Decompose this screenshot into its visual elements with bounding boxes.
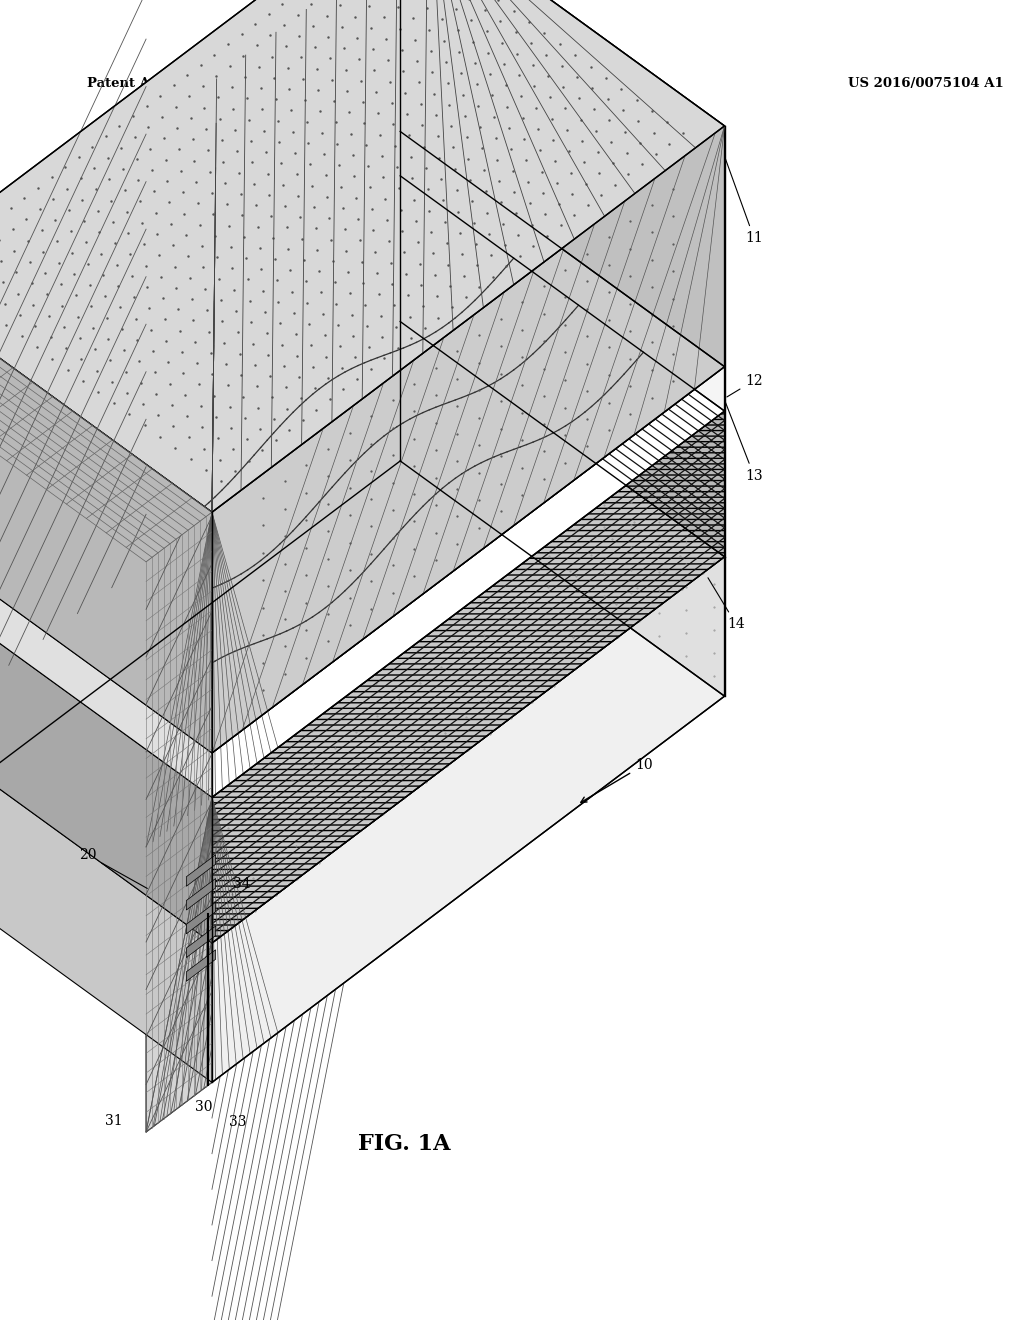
Text: 10: 10 <box>581 758 652 803</box>
Polygon shape <box>0 523 212 942</box>
Text: US 2016/0075104 A1: US 2016/0075104 A1 <box>848 77 1004 90</box>
Text: 13: 13 <box>726 403 763 483</box>
Polygon shape <box>400 0 725 367</box>
Polygon shape <box>146 512 212 803</box>
Polygon shape <box>146 752 212 847</box>
Polygon shape <box>212 367 725 797</box>
Polygon shape <box>0 238 212 752</box>
Polygon shape <box>0 668 212 1082</box>
Text: 34: 34 <box>232 876 250 891</box>
Text: 31: 31 <box>105 1114 123 1127</box>
Text: 33: 33 <box>229 1115 247 1129</box>
Text: 12: 12 <box>727 374 763 397</box>
Text: 11: 11 <box>725 158 763 246</box>
Polygon shape <box>186 950 216 981</box>
Text: Patent Application Publication: Patent Application Publication <box>87 77 313 90</box>
Polygon shape <box>0 322 725 942</box>
Polygon shape <box>400 132 725 411</box>
Polygon shape <box>186 879 216 909</box>
Text: Mar. 17, 2016  Sheet 1 of 13: Mar. 17, 2016 Sheet 1 of 13 <box>261 77 471 90</box>
Polygon shape <box>146 942 212 1133</box>
Polygon shape <box>0 238 212 562</box>
Polygon shape <box>212 557 725 1082</box>
Text: 20: 20 <box>79 849 147 888</box>
Polygon shape <box>0 0 725 512</box>
Polygon shape <box>186 903 216 933</box>
Polygon shape <box>0 132 725 752</box>
Polygon shape <box>212 125 725 752</box>
Polygon shape <box>0 479 212 797</box>
Polygon shape <box>400 322 725 696</box>
Text: FIG. 1A: FIG. 1A <box>358 1133 451 1155</box>
Polygon shape <box>0 176 725 797</box>
Polygon shape <box>186 855 216 886</box>
Text: 14: 14 <box>708 578 744 631</box>
Text: 30: 30 <box>195 1100 213 1114</box>
Polygon shape <box>186 927 216 957</box>
Polygon shape <box>146 797 212 993</box>
Polygon shape <box>400 176 725 557</box>
Polygon shape <box>212 411 725 942</box>
